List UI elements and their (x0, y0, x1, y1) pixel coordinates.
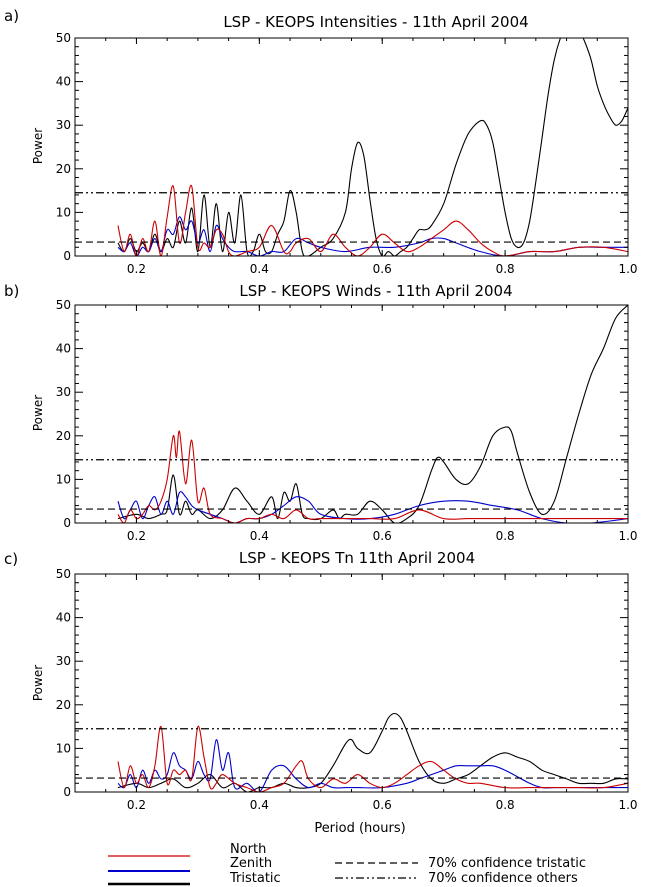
panel-b-ytick-label: 20 (56, 429, 71, 443)
panel-b-xtick-label: 0.4 (250, 529, 269, 543)
panel-a-frame (74, 37, 629, 257)
legend-conf-others-label: 70% confidence others (428, 871, 578, 886)
panel-b-title: LSP - KEOPS Winds - 11th April 2004 (239, 282, 512, 300)
panel-b-xtick-label: 0.8 (496, 529, 515, 543)
panel-b-ytick-label: 10 (56, 472, 71, 486)
panel-b-series-tristatic (117, 305, 628, 523)
panel-b-frame (74, 304, 629, 524)
panel-b-ytick-label: 0 (63, 516, 71, 530)
panel-c-xtick-label: 0.8 (496, 798, 515, 812)
panel-c-series-tristatic (117, 712, 628, 792)
panel-a-ylabel: Power (31, 128, 45, 164)
panel-b-plot (75, 305, 628, 523)
panel-c-ytick-label: 10 (56, 741, 71, 755)
panel-a-xtick-label: 1.0 (618, 262, 637, 276)
panel-c-ytick-label: 50 (56, 567, 71, 581)
panel-c-title: LSP - KEOPS Tn 11th April 2004 (239, 549, 475, 567)
panel-c-letter: c) (4, 550, 18, 568)
panel-a-ytick-label: 50 (56, 31, 71, 45)
panel-b-ytick-label: 40 (56, 342, 71, 356)
panel-a-ytick-label: 30 (56, 118, 71, 132)
panel-c-plot (75, 712, 628, 792)
panel-b-xtick-label: 1.0 (618, 529, 637, 543)
x-axis-label: Period (hours) (314, 821, 405, 836)
panel-c-xtick-label: 0.2 (127, 798, 146, 812)
panel-a-ytick-label: 0 (63, 249, 71, 263)
panel-a-xtick-label: 0.8 (496, 262, 515, 276)
panel-c-xtick-label: 1.0 (618, 798, 637, 812)
panel-a: a) LSP - KEOPS Intensities - 11th April … (4, 7, 638, 276)
panel-a-series-tristatic (117, 38, 628, 256)
panel-c-ytick-label: 30 (56, 654, 71, 668)
panel-b-xtick-label: 0.6 (373, 529, 392, 543)
panel-a-series-north (117, 184, 628, 256)
panel-b-ylabel: Power (31, 395, 45, 431)
panel-a-xtick-label: 0.2 (127, 262, 146, 276)
panel-c-ytick-label: 40 (56, 611, 71, 625)
panel-c-xtick-label: 0.4 (250, 798, 269, 812)
panel-c-xtick-label: 0.6 (373, 798, 392, 812)
legend: North Zenith Tristatic 70% confidence tr… (108, 842, 586, 886)
legend-conf-tristatic-label: 70% confidence tristatic (428, 856, 586, 871)
panel-a-xtick-label: 0.4 (250, 262, 269, 276)
panel-c-ytick-label: 20 (56, 698, 71, 712)
panel-b-ytick-label: 50 (56, 298, 71, 312)
legend-zenith-label: Zenith (230, 856, 272, 871)
panel-c-ytick-label: 0 (63, 785, 71, 799)
panel-b-series-north (117, 430, 628, 523)
legend-north-label: North (230, 842, 266, 857)
panel-b-ytick-label: 30 (56, 385, 71, 399)
panel-c-series-north (117, 725, 628, 792)
panel-a-plot (75, 38, 628, 256)
panel-b: b) LSP - KEOPS Winds - 11th April 2004 P… (4, 282, 638, 543)
panel-c-frame (74, 573, 629, 793)
panel-a-ytick-label: 10 (56, 205, 71, 219)
panel-b-letter: b) (4, 282, 19, 300)
panel-b-xtick-label: 0.2 (127, 529, 146, 543)
panel-c-ylabel: Power (31, 665, 45, 701)
panel-a-xtick-label: 0.6 (373, 262, 392, 276)
legend-tristatic-label: Tristatic (229, 871, 281, 886)
panel-a-letter: a) (4, 7, 19, 25)
panel-a-ytick-label: 40 (56, 75, 71, 89)
panel-a-ytick-label: 20 (56, 162, 71, 176)
panel-c: c) LSP - KEOPS Tn 11th April 2004 Power … (4, 549, 638, 812)
panel-a-title: LSP - KEOPS Intensities - 11th April 200… (223, 13, 528, 31)
